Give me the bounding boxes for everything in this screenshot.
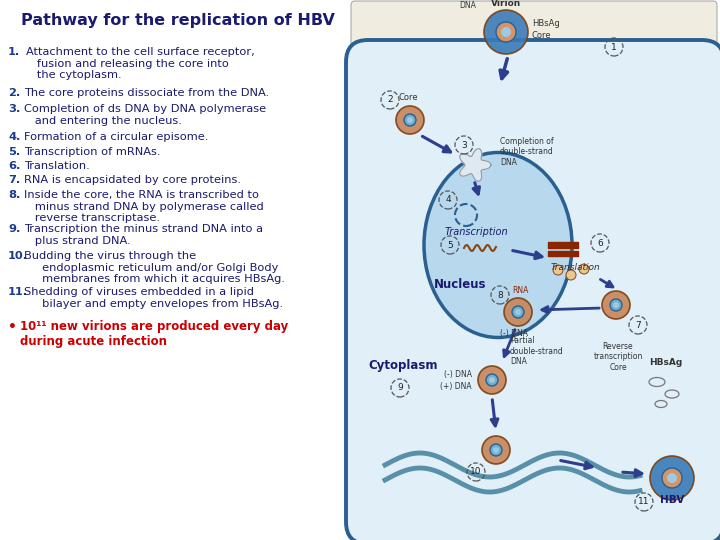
Text: Reverse
transcription
Core: Reverse transcription Core bbox=[593, 342, 643, 372]
Text: 10¹¹ new virions are produced every day: 10¹¹ new virions are produced every day bbox=[20, 320, 288, 333]
Text: Shedding of viruses embedded in a lipid
     bilayer and empty envelopes from HB: Shedding of viruses embedded in a lipid … bbox=[24, 287, 283, 308]
Text: 3: 3 bbox=[461, 140, 467, 150]
Text: 5.: 5. bbox=[8, 147, 20, 157]
Text: 11: 11 bbox=[638, 497, 649, 507]
Text: (-) DNA: (-) DNA bbox=[444, 369, 472, 379]
Circle shape bbox=[489, 377, 495, 383]
Text: Core: Core bbox=[532, 31, 552, 40]
Circle shape bbox=[566, 270, 576, 280]
Text: Completion of
double-strand
DNA: Completion of double-strand DNA bbox=[500, 137, 554, 167]
Text: 1.: 1. bbox=[8, 47, 20, 57]
Text: during acute infection: during acute infection bbox=[20, 335, 167, 348]
Text: 11.: 11. bbox=[8, 287, 28, 297]
Text: 2: 2 bbox=[387, 96, 393, 105]
Text: •: • bbox=[8, 320, 17, 334]
Text: Translation: Translation bbox=[550, 264, 600, 273]
Circle shape bbox=[553, 265, 563, 275]
Text: RNA: RNA bbox=[512, 286, 528, 295]
Text: Transcription of mRNAs.: Transcription of mRNAs. bbox=[24, 147, 161, 157]
Text: 9.: 9. bbox=[8, 224, 20, 234]
Circle shape bbox=[662, 468, 682, 488]
Text: 6.: 6. bbox=[8, 161, 20, 171]
Text: Transcription: Transcription bbox=[444, 227, 508, 237]
Circle shape bbox=[404, 114, 416, 126]
Circle shape bbox=[602, 291, 630, 319]
Circle shape bbox=[613, 302, 619, 308]
Text: Virion: Virion bbox=[491, 0, 521, 8]
Circle shape bbox=[482, 436, 510, 464]
Text: Budding the virus through the
     endoplasmic reticulum and/or Golgi Body
     : Budding the virus through the endoplasmi… bbox=[24, 251, 285, 284]
Circle shape bbox=[396, 106, 424, 134]
Text: Partial
double-strand
DNA: Partial double-strand DNA bbox=[422, 0, 476, 10]
Circle shape bbox=[650, 456, 694, 500]
Circle shape bbox=[484, 10, 528, 54]
Ellipse shape bbox=[424, 152, 572, 338]
Circle shape bbox=[667, 473, 677, 483]
Text: 9: 9 bbox=[397, 383, 403, 393]
Circle shape bbox=[504, 298, 532, 326]
Text: The core proteins dissociate from the DNA.: The core proteins dissociate from the DN… bbox=[24, 88, 269, 98]
Text: Core: Core bbox=[398, 93, 418, 102]
Text: 6: 6 bbox=[597, 239, 603, 247]
Circle shape bbox=[493, 447, 499, 453]
Text: 10.: 10. bbox=[8, 251, 28, 261]
Circle shape bbox=[478, 366, 506, 394]
Text: (-) DNA: (-) DNA bbox=[500, 329, 528, 338]
Text: Formation of a circular episome.: Formation of a circular episome. bbox=[24, 132, 208, 142]
Text: 1: 1 bbox=[611, 43, 617, 51]
Text: (+) DNA: (+) DNA bbox=[441, 381, 472, 390]
Text: Pathway for the replication of HBV: Pathway for the replication of HBV bbox=[21, 13, 335, 28]
Circle shape bbox=[486, 374, 498, 386]
Polygon shape bbox=[460, 148, 491, 181]
Circle shape bbox=[496, 22, 516, 42]
Text: Nucleus: Nucleus bbox=[433, 279, 486, 292]
Circle shape bbox=[579, 264, 589, 274]
Text: 8: 8 bbox=[497, 291, 503, 300]
Circle shape bbox=[515, 309, 521, 315]
Text: Translation.: Translation. bbox=[24, 161, 90, 171]
Text: 7.: 7. bbox=[8, 175, 20, 185]
Text: HBsAg: HBsAg bbox=[649, 358, 683, 367]
Text: Completion of ds DNA by DNA polymerase
   and entering the nucleus.: Completion of ds DNA by DNA polymerase a… bbox=[24, 104, 266, 126]
Circle shape bbox=[610, 299, 622, 311]
Text: RNA is encapsidated by core proteins.: RNA is encapsidated by core proteins. bbox=[24, 175, 241, 185]
Text: Attachment to the cell surface receptor,
   fusion and releasing the core into
 : Attachment to the cell surface receptor,… bbox=[26, 47, 255, 80]
Text: 8.: 8. bbox=[8, 190, 20, 200]
Circle shape bbox=[512, 306, 524, 318]
Text: 7: 7 bbox=[635, 321, 641, 329]
Text: Transcription the minus strand DNA into a
   plus strand DNA.: Transcription the minus strand DNA into … bbox=[24, 224, 263, 246]
Circle shape bbox=[490, 444, 502, 456]
Text: Partial
double-strand
DNA: Partial double-strand DNA bbox=[510, 336, 564, 366]
Text: 5: 5 bbox=[447, 240, 453, 249]
Circle shape bbox=[501, 27, 511, 37]
Text: 4.: 4. bbox=[8, 132, 20, 142]
Circle shape bbox=[407, 117, 413, 123]
Text: HBsAg: HBsAg bbox=[532, 19, 559, 29]
Text: 2.: 2. bbox=[8, 88, 20, 98]
FancyBboxPatch shape bbox=[346, 40, 720, 540]
Text: 3.: 3. bbox=[8, 104, 20, 114]
Text: 4: 4 bbox=[445, 195, 451, 205]
Text: 10: 10 bbox=[470, 468, 482, 476]
Text: Cytoplasm: Cytoplasm bbox=[368, 359, 438, 372]
Text: HBV: HBV bbox=[660, 495, 684, 505]
FancyBboxPatch shape bbox=[351, 1, 717, 539]
Text: Inside the core, the RNA is transcribed to
   minus strand DNA by polymerase cal: Inside the core, the RNA is transcribed … bbox=[24, 190, 264, 223]
